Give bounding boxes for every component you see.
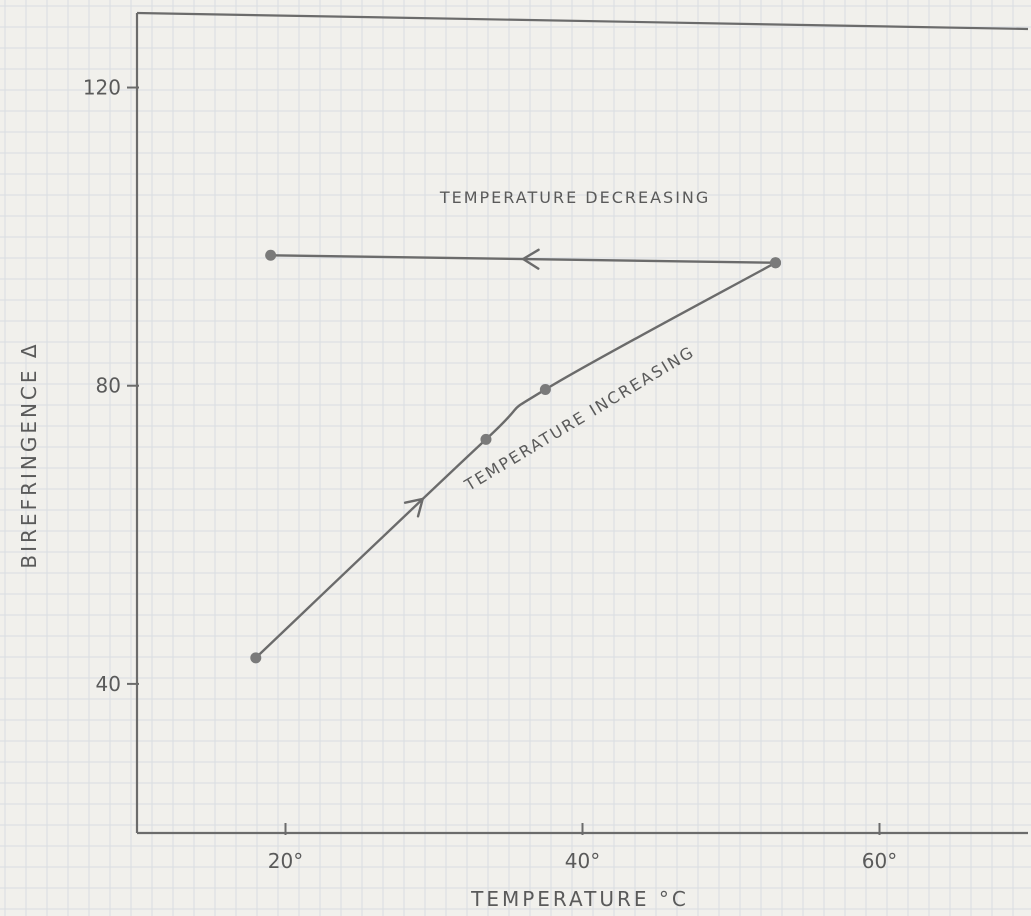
x-tick-label: 20° xyxy=(268,849,303,873)
data-point xyxy=(770,257,781,268)
x-tick-label: 60° xyxy=(862,849,897,873)
annotation: TEMPERATURE INCREASING xyxy=(460,342,698,495)
data-point xyxy=(250,652,261,663)
data-point xyxy=(540,384,551,395)
y-tick-label: 120 xyxy=(83,76,121,100)
y-tick-label: 80 xyxy=(96,374,121,398)
data-point xyxy=(265,250,276,261)
x-axis-title: TEMPERATURE °C xyxy=(470,887,689,911)
y-axis-title: BIREFRINGENCE Δ xyxy=(17,341,41,568)
data-point xyxy=(480,434,491,445)
annotation: TEMPERATURE DECREASING xyxy=(439,188,710,207)
labels: 20° 40° 60° 40 80 120 TEMPERATURE °C BIREFRINGE… xyxy=(17,76,897,911)
x-tick-label: 40° xyxy=(565,849,600,873)
y-tick-label: 40 xyxy=(96,672,121,696)
